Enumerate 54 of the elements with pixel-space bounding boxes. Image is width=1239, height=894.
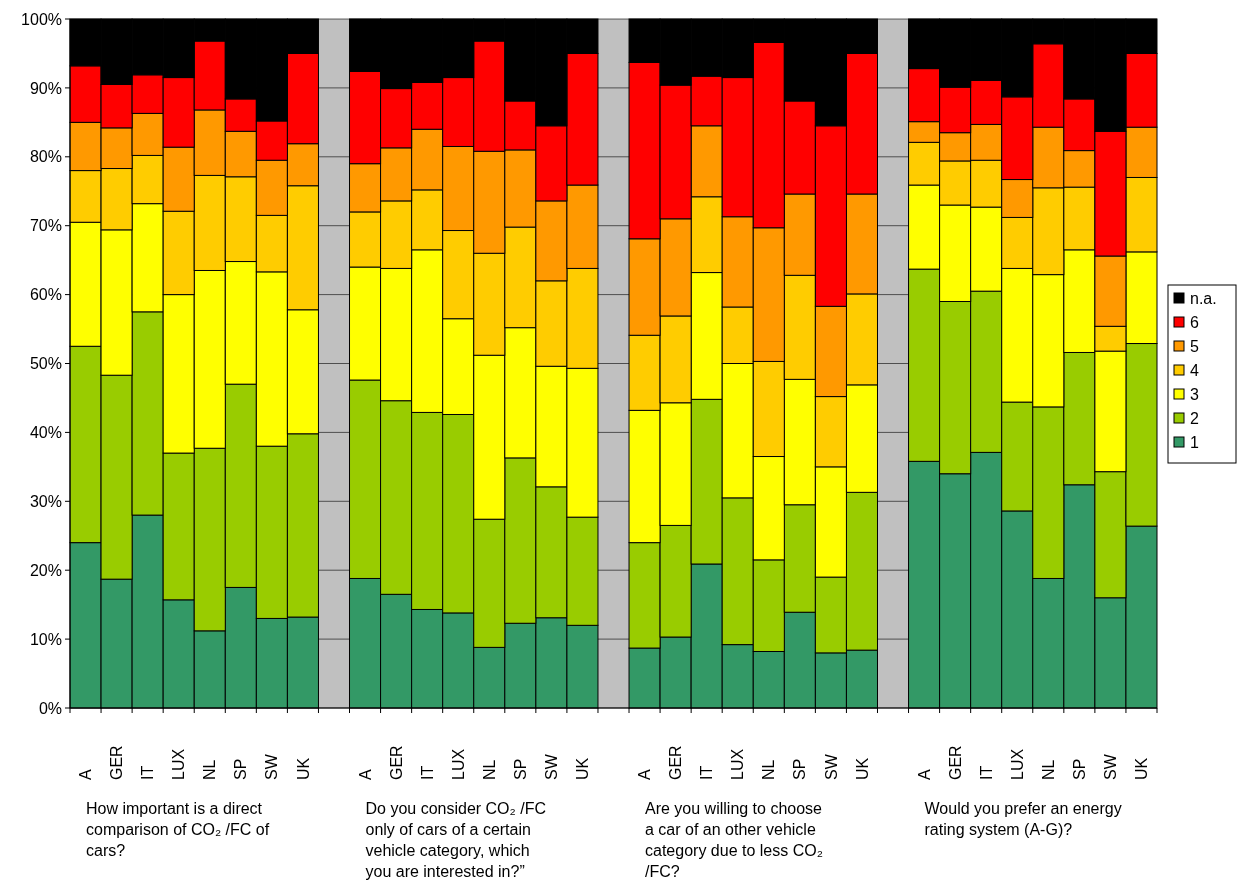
- x-tick-label: GER: [667, 745, 685, 780]
- x-tick-label: A: [77, 769, 95, 780]
- x-tick-label: SW: [822, 753, 840, 780]
- y-tick-label: 20%: [29, 561, 62, 579]
- x-tick-label: A: [356, 769, 374, 780]
- x-tick-label: GER: [387, 745, 405, 780]
- x-tick-label: NL: [480, 759, 498, 780]
- y-tick-label: 10%: [29, 630, 62, 648]
- x-tick-label: SP: [791, 758, 809, 780]
- y-tick-label: 50%: [29, 355, 62, 373]
- text: Do you consider CO₂ /FC only of cars of a certain vehicle category, which you are interested in?”: [365, 800, 547, 880]
- y-tick-label: 30%: [29, 492, 62, 510]
- y-tick-label: 80%: [29, 148, 62, 166]
- x-tick-label: SW: [263, 753, 281, 780]
- legend-label: 4: [1190, 361, 1199, 379]
- y-tick-label: 100%: [21, 10, 62, 28]
- legend-label: 6: [1190, 313, 1199, 331]
- x-tick-label: NL: [760, 759, 778, 780]
- text: Would you prefer an energy rating system (A-G)?: [924, 800, 1122, 838]
- y-tick-label: 0%: [38, 699, 62, 717]
- x-tick-label: IT: [139, 765, 157, 780]
- x-tick-label: LUX: [170, 748, 188, 780]
- legend-label: 3: [1190, 385, 1199, 403]
- x-tick-label: UK: [574, 757, 592, 780]
- x-tick-label: SP: [232, 758, 250, 780]
- x-tick-label: NL: [201, 759, 219, 780]
- x-tick-label: LUX: [1008, 748, 1026, 780]
- legend-label: 2: [1190, 409, 1199, 427]
- legend-label: n.a.: [1190, 289, 1217, 307]
- x-tick-label: SP: [511, 758, 529, 780]
- legend-label: 1: [1190, 433, 1199, 451]
- x-tick-label: UK: [294, 757, 312, 780]
- x-tick-label: UK: [853, 757, 871, 780]
- x-tick-label: LUX: [449, 748, 467, 780]
- x-tick-label: IT: [977, 765, 995, 780]
- x-tick-label: IT: [698, 765, 716, 780]
- text: Are you willing to choose a car of an other vehicle category due to less CO₂ /FC?: [645, 800, 823, 880]
- y-tick-label: 90%: [29, 79, 62, 97]
- x-tick-label: SW: [542, 753, 560, 780]
- x-tick-label: LUX: [729, 748, 747, 780]
- x-tick-label: A: [915, 769, 933, 780]
- x-tick-label: GER: [946, 745, 964, 780]
- x-tick-label: GER: [108, 745, 126, 780]
- x-tick-label: NL: [1039, 759, 1057, 780]
- x-tick-label: SP: [1070, 758, 1088, 780]
- text: How important is a direct comparison of CO₂ /FC of cars?: [86, 800, 270, 859]
- legend-label: 5: [1190, 337, 1199, 355]
- x-tick-label: A: [636, 769, 654, 780]
- x-tick-label: IT: [418, 765, 436, 780]
- x-tick-label: UK: [1133, 757, 1151, 780]
- y-tick-label: 40%: [29, 424, 62, 441]
- y-tick-label: 70%: [29, 217, 62, 235]
- y-tick-label: 60%: [29, 286, 62, 304]
- x-tick-label: SW: [1102, 753, 1120, 780]
